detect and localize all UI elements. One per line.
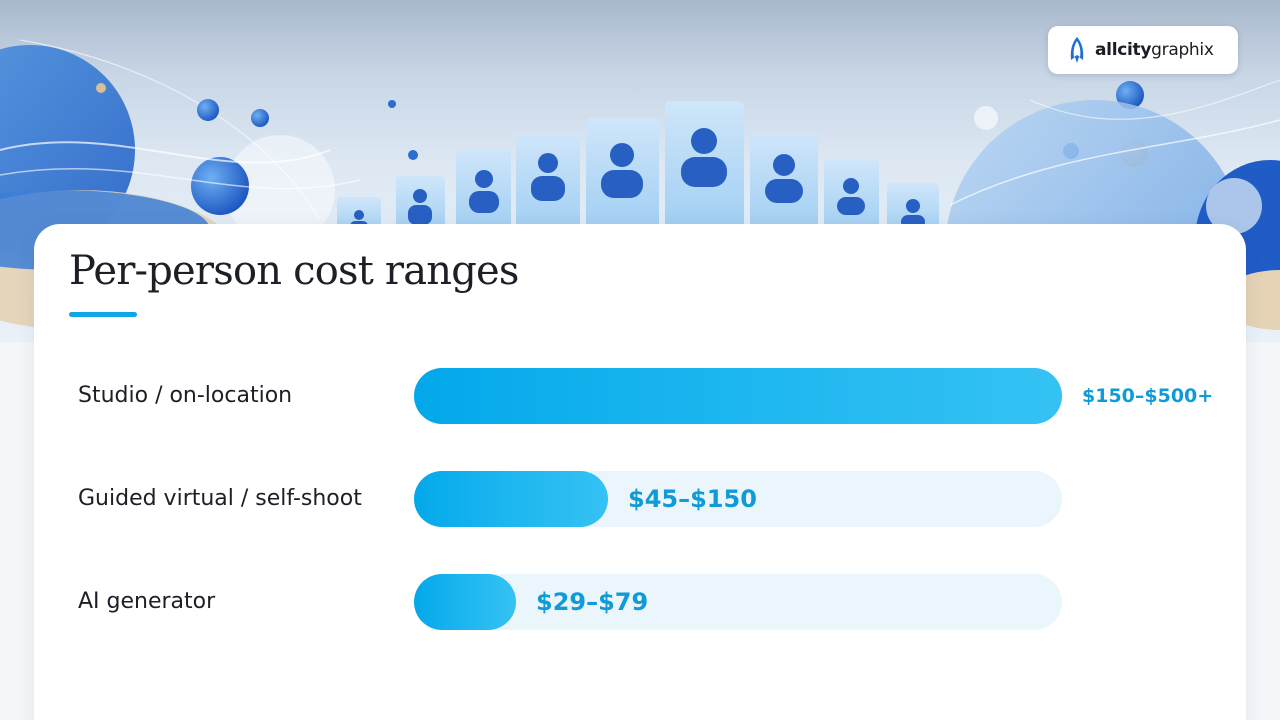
bar-chart: Studio / on-location $150–$500+ Guided vir…: [34, 224, 1246, 720]
bar-track: [414, 368, 1062, 424]
brand-logo[interactable]: allcitygraphix: [1048, 26, 1238, 74]
rocket-logo-icon: [1070, 37, 1084, 63]
chart-title: Per-person cost ranges: [69, 248, 519, 294]
range-value-label: $45–$150: [628, 485, 757, 513]
bar-track: [414, 574, 1062, 630]
chart-card: Per-person cost ranges Studio / on-locat…: [34, 224, 1246, 720]
range-value-label: $150–$500+: [1082, 385, 1214, 407]
category-label: Guided virtual / self-shoot: [78, 486, 362, 511]
bar-track: [414, 471, 1062, 527]
chart-row: Guided virtual / self-shoot $45–$150: [34, 471, 1246, 527]
brand-name-regular: graphix: [1151, 40, 1214, 60]
brand-wordmark: allcitygraphix: [1095, 40, 1214, 60]
chart-row: AI generator $29–$79: [34, 574, 1246, 630]
portrait-tiles: [337, 101, 939, 237]
bar-fill: [414, 368, 1062, 424]
bar-fill: [414, 471, 608, 527]
range-value-label: $29–$79: [536, 588, 649, 616]
chart-row: Studio / on-location $150–$500+: [34, 368, 1246, 424]
title-underline: [69, 312, 137, 317]
category-label: AI generator: [78, 589, 216, 614]
brand-name-bold: allcity: [1095, 40, 1152, 60]
bar-fill: [414, 574, 516, 630]
category-label: Studio / on-location: [78, 383, 293, 408]
